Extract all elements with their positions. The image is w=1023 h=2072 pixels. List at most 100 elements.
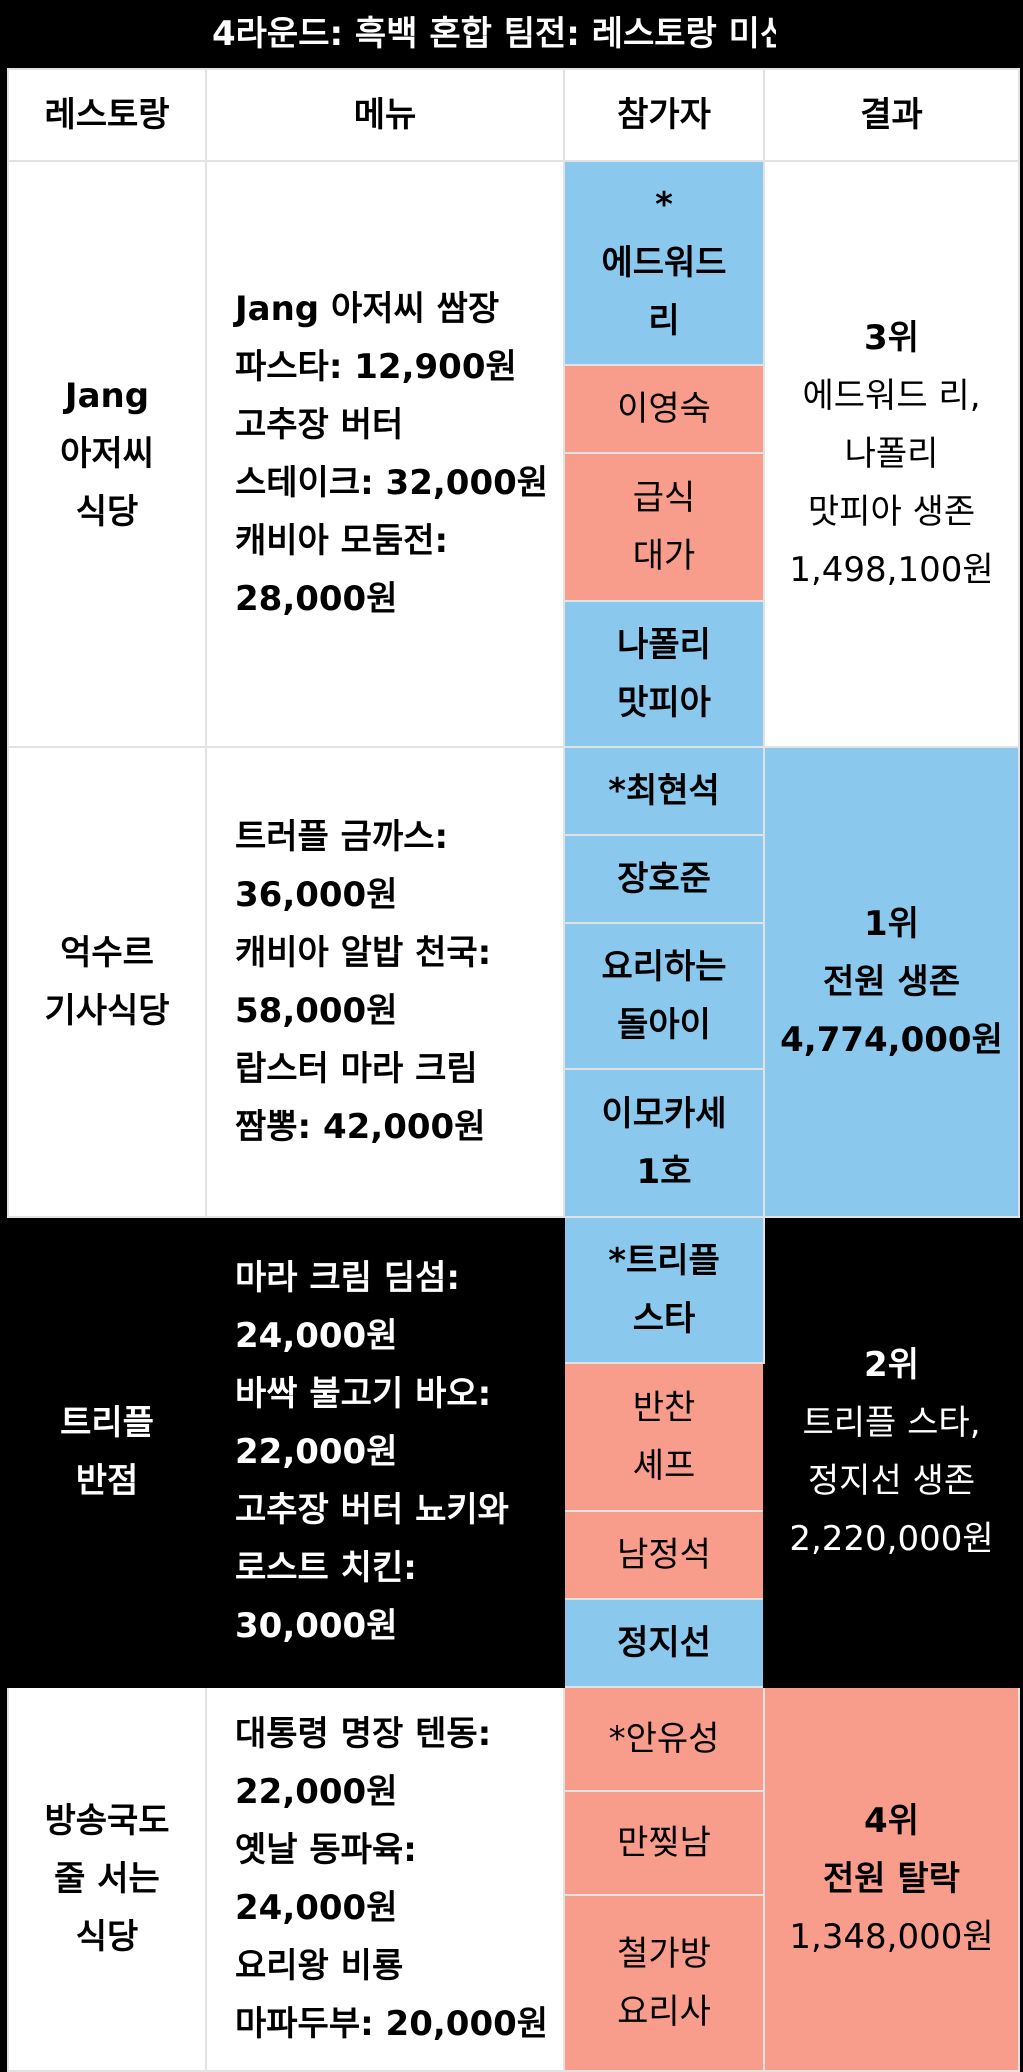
- result-detail-line: 트리플 스타,: [802, 1403, 981, 1443]
- participant-name-line: 나폴리: [617, 625, 711, 665]
- restaurant-name-line: Jang: [64, 376, 150, 416]
- table-row: 이모카세 1호: [8, 1068, 1019, 1218]
- participant-name-line: *최현석: [608, 771, 720, 811]
- participant-name-line: 리: [648, 301, 680, 341]
- participant-name-line: 남정석: [617, 1535, 711, 1575]
- menu-item-line: 마파두부: 20,000원: [235, 2004, 549, 2044]
- restaurant-name-line: 반점: [75, 1461, 139, 1501]
- title-banner-notch: [776, 0, 832, 68]
- menu-item-line: 트러플 금까스:: [235, 817, 449, 857]
- menu-cell: Jang 아저씨 쌈장 파스타: 12,900원 고추장 버터 스테이크: 32,00…: [205, 160, 565, 748]
- header-restaurant: 레스토랑: [7, 68, 207, 162]
- restaurant-name-cell: 방송국도 줄 서는 식당: [7, 1686, 207, 2072]
- result-detail-line: 맛피아 생존: [807, 492, 976, 532]
- menu-item-line: 36,000원: [235, 875, 398, 915]
- restaurant-name-cell: 억수르 기사식당: [7, 746, 207, 1218]
- participant-name-line: 대가: [632, 536, 696, 576]
- menu-item-line: 바싹 불고기 바오:: [235, 1374, 492, 1414]
- participant-cell: 이영숙: [563, 364, 765, 454]
- menu-item-line: 파스타: 12,900원: [235, 347, 517, 387]
- menu-item-line: 캐비아 알밥 천국:: [235, 933, 492, 973]
- participant-name-line: *: [655, 185, 673, 225]
- result-detail-line: 1,348,000원: [789, 1917, 994, 1957]
- participant-cell: 남정석: [563, 1510, 765, 1600]
- participant-name-line: 스타: [632, 1299, 696, 1339]
- participant-name-line: 철가방: [617, 1934, 711, 1974]
- restaurant-name-line: 트리플: [60, 1403, 154, 1443]
- participant-cell: 이모카세 1호: [563, 1068, 765, 1218]
- table-row: 이영숙: [8, 364, 1019, 454]
- menu-item-line: 로스트 치킨:: [235, 1548, 417, 1588]
- table-row: 장호준: [8, 834, 1019, 924]
- table-row: 만찢남: [8, 1790, 1019, 1896]
- participant-cell: 만찢남: [563, 1790, 765, 1896]
- header-participants: 참가자: [563, 68, 765, 162]
- result-detail-line: 전원 생존: [823, 962, 960, 1002]
- restaurant-name-line: 아저씨: [60, 434, 154, 474]
- menu-item-line: 58,000원: [235, 991, 398, 1031]
- participant-cell: 나폴리 맛피아: [563, 600, 765, 748]
- table-row: 남정석: [8, 1510, 1019, 1600]
- restaurant-name-cell: Jang 아저씨 식당: [7, 160, 207, 748]
- menu-item-line: 캐비아 모둠전:: [235, 521, 449, 561]
- menu-item-line: 28,000원: [235, 579, 398, 619]
- restaurant-name-line: 줄 서는: [54, 1859, 160, 1899]
- menu-item-line: 랍스터 마라 크림: [235, 1049, 478, 1089]
- result-rank: 2위: [864, 1345, 919, 1385]
- table-header-row: 레스토랑 메뉴 참가자 결과: [7, 68, 1020, 162]
- menu-cell: 마라 크림 딤섬: 24,000원 바싹 불고기 바오: 22,000원 고추장 버터 …: [205, 1216, 565, 1688]
- result-rank: 3위: [864, 318, 919, 358]
- result-detail-line: 정지선 생존: [807, 1461, 976, 1501]
- restaurant-mission-table: 레스토랑 메뉴 참가자 결과 Jang 아저씨 식당 Jang 아저씨 쌈장 파스타: …: [7, 68, 1020, 2072]
- menu-item-line: 짬뽕: 42,000원: [235, 1107, 486, 1147]
- result-detail-line: 4,774,000원: [780, 1020, 1003, 1060]
- participant-name-line: 반찬: [632, 1388, 696, 1428]
- menu-item-line: 대통령 명장 텐동:: [235, 1714, 492, 1754]
- restaurant-name-line: 식당: [75, 1917, 139, 1957]
- restaurant-name-line: 기사식당: [44, 991, 170, 1031]
- result-rank: 1위: [864, 904, 919, 944]
- participant-cell: 정지선: [563, 1598, 765, 1688]
- table-row: 나폴리 맛피아: [8, 600, 1019, 748]
- menu-item-line: 고추장 버터: [235, 405, 404, 445]
- result-cell: 3위 에드워드 리, 나폴리 맛피아 생존 1,498,100원: [763, 160, 1020, 748]
- participant-name-line: 이영숙: [617, 389, 711, 429]
- participant-name-line: 돌아이: [617, 1005, 711, 1045]
- participant-name-line: 요리사: [617, 1992, 711, 2032]
- table-row: 트리플 반점 마라 크림 딤섬: 24,000원 바싹 불고기 바오: 22,000원 고추…: [7, 1216, 1020, 1688]
- result-detail-line: 2,220,000원: [789, 1519, 994, 1559]
- table-row: Jang 아저씨 식당 Jang 아저씨 쌈장 파스타: 12,900원 고추장 버터 스테…: [7, 160, 1020, 748]
- table-body: Jang 아저씨 식당 Jang 아저씨 쌈장 파스타: 12,900원 고추장 버터 스테…: [7, 160, 1020, 2072]
- menu-item-line: 스테이크: 32,000원: [235, 463, 549, 503]
- table-row: 방송국도 줄 서는 식당 대통령 명장 텐동: 22,000원 옛날 동파육: 24,000…: [7, 1686, 1020, 2072]
- result-detail-line: 나폴리: [844, 434, 939, 474]
- menu-item-line: 24,000원: [235, 1888, 398, 1928]
- result-detail-line: 1,498,100원: [789, 550, 994, 590]
- header-result: 결과: [763, 68, 1020, 162]
- header-menu: 메뉴: [205, 68, 565, 162]
- participant-name-line: 급식: [632, 478, 696, 518]
- menu-item-line: 24,000원: [235, 1316, 398, 1356]
- result-cell: 4위 전원 탈락 1,348,000원: [763, 1686, 1020, 2072]
- page-title: 4라운드: 흑백 혼합 팀전: 레스토랑 미션: [0, 0, 826, 68]
- participant-name-line: 이모카세: [601, 1094, 727, 1134]
- participant-name-line: 장호준: [617, 859, 711, 899]
- participant-name-line: 셰프: [632, 1446, 696, 1486]
- participant-name-line: 에드워드: [601, 243, 727, 283]
- menu-item-line: 옛날 동파육:: [235, 1830, 417, 1870]
- participant-cell: 장호준: [563, 834, 765, 924]
- table-row: 정지선: [8, 1598, 1019, 1688]
- participant-name-line: *트리플: [608, 1241, 720, 1281]
- menu-item-line: 22,000원: [235, 1772, 398, 1812]
- participant-cell: *안유성: [563, 1686, 765, 1792]
- menu-item-line: 요리왕 비룡: [235, 1946, 404, 1986]
